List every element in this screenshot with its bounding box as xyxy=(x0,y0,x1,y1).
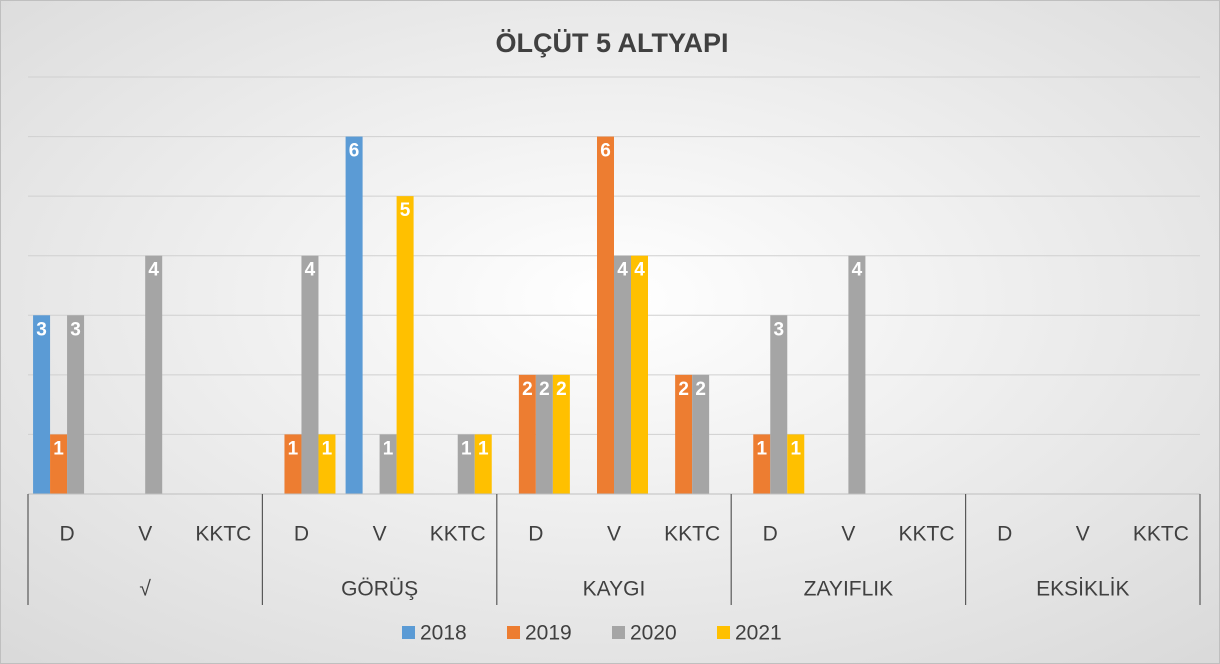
x-tick-label: KKTC xyxy=(899,523,955,546)
data-label: 2 xyxy=(522,379,533,400)
bar xyxy=(848,255,866,494)
bar xyxy=(552,374,570,494)
data-label: 1 xyxy=(461,438,472,459)
group-label: GÖRÜŞ xyxy=(341,578,418,601)
bar xyxy=(33,315,51,494)
data-label: 1 xyxy=(383,438,394,459)
bar xyxy=(518,374,536,494)
bar xyxy=(787,434,805,494)
x-tick-label: V xyxy=(138,523,152,546)
group-label: ZAYIFLIK xyxy=(804,578,893,601)
group-label: KAYGI xyxy=(583,578,646,601)
bar xyxy=(396,196,414,494)
data-label: 1 xyxy=(756,438,767,459)
bar xyxy=(145,255,163,494)
bar xyxy=(753,434,771,494)
chart-title: ÖLÇÜT 5 ALTYAPI xyxy=(495,28,728,58)
legend-swatch xyxy=(717,626,730,639)
data-label: 2 xyxy=(556,379,567,400)
bar xyxy=(692,374,710,494)
bar xyxy=(301,255,319,494)
x-tick-label: KKTC xyxy=(430,523,486,546)
data-label: 2 xyxy=(678,379,689,400)
data-label: 4 xyxy=(634,260,645,281)
bar xyxy=(675,374,693,494)
x-tick-label: V xyxy=(841,523,855,546)
data-label: 3 xyxy=(70,319,81,340)
x-tick-label: V xyxy=(607,523,621,546)
data-label: 5 xyxy=(400,200,411,221)
legend-label: 2021 xyxy=(735,622,782,645)
data-label: 4 xyxy=(617,260,628,281)
group-label: √ xyxy=(139,578,151,601)
data-label: 4 xyxy=(852,260,863,281)
bar xyxy=(379,434,397,494)
data-label: 6 xyxy=(600,141,611,162)
data-label: 2 xyxy=(539,379,550,400)
data-label: 1 xyxy=(53,438,64,459)
legend-swatch xyxy=(402,626,415,639)
bar xyxy=(614,255,631,494)
data-label: 1 xyxy=(322,438,333,459)
x-tick-label: D xyxy=(528,523,543,546)
legend-label: 2018 xyxy=(420,622,467,645)
x-tick-label: D xyxy=(59,523,74,546)
legend-label: 2019 xyxy=(525,622,572,645)
data-label: 1 xyxy=(288,438,299,459)
x-tick-label: KKTC xyxy=(195,523,251,546)
bar xyxy=(318,434,336,494)
bar xyxy=(631,255,648,494)
bar xyxy=(474,434,492,494)
bar xyxy=(457,434,475,494)
x-tick-label: D xyxy=(997,523,1012,546)
bar xyxy=(597,136,614,495)
group-label: EKSİKLİK xyxy=(1036,578,1129,601)
data-label: 2 xyxy=(695,379,706,400)
legend-swatch xyxy=(612,626,625,639)
data-label: 4 xyxy=(148,260,159,281)
x-tick-label: KKTC xyxy=(1133,523,1189,546)
bar xyxy=(770,315,788,494)
data-label: 3 xyxy=(36,319,47,340)
data-label: 4 xyxy=(305,260,316,281)
data-label: 1 xyxy=(478,438,489,459)
bar xyxy=(284,434,302,494)
bar xyxy=(67,315,85,494)
data-label: 3 xyxy=(773,319,784,340)
x-tick-label: V xyxy=(373,523,387,546)
data-label: 1 xyxy=(790,438,801,459)
legend-label: 2020 xyxy=(630,622,677,645)
legend-swatch xyxy=(507,626,520,639)
x-tick-label: D xyxy=(763,523,778,546)
bar xyxy=(535,374,553,494)
x-tick-label: KKTC xyxy=(664,523,720,546)
data-label: 6 xyxy=(349,141,360,162)
bar xyxy=(345,136,363,495)
bar xyxy=(50,434,68,494)
x-tick-label: D xyxy=(294,523,309,546)
x-tick-label: V xyxy=(1076,523,1090,546)
